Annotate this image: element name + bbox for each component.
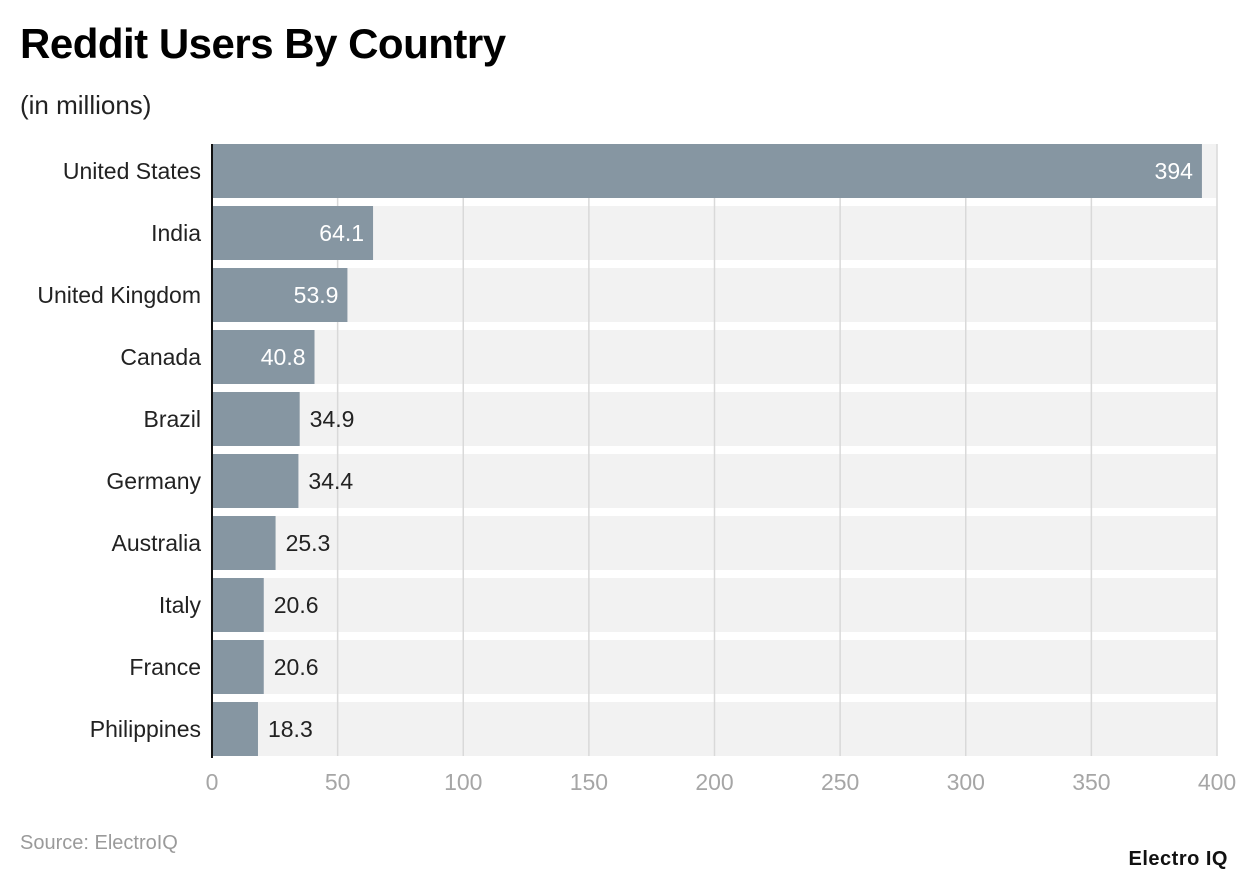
bar xyxy=(212,206,374,260)
data-label: 40.8 xyxy=(261,344,306,370)
category-label: India xyxy=(151,220,201,246)
x-tick-label: 250 xyxy=(821,769,859,795)
data-label: 64.1 xyxy=(319,220,364,246)
bar xyxy=(212,392,300,446)
category-label: Italy xyxy=(159,592,202,618)
x-tick-label: 100 xyxy=(444,769,482,795)
x-tick-label: 350 xyxy=(1072,769,1110,795)
bar xyxy=(212,702,258,756)
data-label: 394 xyxy=(1155,158,1194,184)
category-label: United Kingdom xyxy=(37,282,201,308)
x-tick-label: 0 xyxy=(206,769,219,795)
chart-subtitle: (in millions) xyxy=(20,90,152,120)
category-label: Australia xyxy=(112,530,202,556)
data-label: 34.4 xyxy=(308,468,353,494)
x-tick-label: 50 xyxy=(325,769,351,795)
x-tick-label: 400 xyxy=(1198,769,1236,795)
chart-title: Reddit Users By Country xyxy=(20,20,506,67)
category-label: Philippines xyxy=(90,716,201,742)
data-label: 20.6 xyxy=(274,654,319,680)
category-label: United States xyxy=(63,158,201,184)
category-label: Canada xyxy=(120,344,201,370)
bar xyxy=(212,144,1202,198)
bar xyxy=(212,454,299,508)
data-label: 18.3 xyxy=(268,716,313,742)
data-label: 34.9 xyxy=(310,406,355,432)
category-label: Brazil xyxy=(143,406,201,432)
brand-logo: Electro IQ xyxy=(1128,848,1228,870)
bar xyxy=(212,578,264,632)
x-tick-label: 150 xyxy=(570,769,608,795)
x-tick-label: 200 xyxy=(695,769,733,795)
x-tick-label: 300 xyxy=(947,769,985,795)
source-note: Source: ElectroIQ xyxy=(20,832,178,854)
bar xyxy=(212,330,315,384)
category-label: Germany xyxy=(106,468,201,494)
data-label: 20.6 xyxy=(274,592,319,618)
bar xyxy=(212,516,276,570)
bar xyxy=(212,640,264,694)
bar xyxy=(212,268,348,322)
category-label: France xyxy=(129,654,201,680)
data-label: 25.3 xyxy=(286,530,331,556)
data-label: 53.9 xyxy=(294,282,339,308)
